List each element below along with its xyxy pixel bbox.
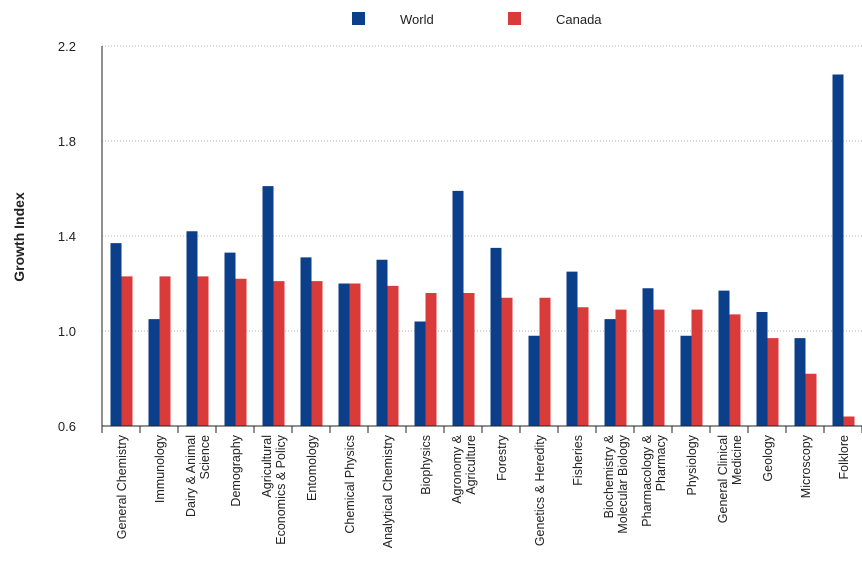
- bar-world: [452, 190, 464, 426]
- x-category-label: General Clinical: [716, 435, 730, 523]
- y-tick-label: 1.4: [58, 229, 76, 244]
- x-category-label: General Chemistry: [115, 434, 129, 539]
- x-category-label: Agricultural: [260, 435, 274, 498]
- x-category-label: Medicine: [730, 435, 744, 485]
- x-category-label: Microscopy: [799, 434, 813, 498]
- x-category-label: Entomology: [305, 434, 319, 501]
- x-category-label: Agronomy &: [450, 434, 464, 503]
- y-tick-label: 0.6: [58, 419, 76, 434]
- x-category-label: Geology: [761, 434, 775, 481]
- y-axis-title: Growth Index: [11, 192, 27, 282]
- bar-canada: [729, 314, 741, 426]
- x-category-label: Economics & Policy: [274, 434, 288, 545]
- bar-world: [300, 257, 312, 426]
- x-category-label: Dairy & Animal: [184, 435, 198, 517]
- bar-world: [414, 321, 426, 426]
- x-category-label: Fisheries: [571, 435, 585, 486]
- y-tick-label: 2.2: [58, 39, 76, 54]
- x-category-label: Biophysics: [419, 435, 433, 495]
- bar-canada: [425, 293, 437, 426]
- gridlines: [102, 45, 862, 332]
- bar-canada: [273, 281, 285, 426]
- x-category-label: Biochemistry &: [602, 434, 616, 518]
- legend: World Canada: [352, 12, 602, 27]
- bar-world: [262, 186, 274, 426]
- legend-swatch-canada: [508, 12, 521, 25]
- bars: [110, 74, 855, 426]
- x-category-label: Physiology: [685, 434, 699, 495]
- bar-world: [680, 335, 692, 426]
- bar-canada: [577, 307, 589, 426]
- bar-canada: [387, 285, 399, 426]
- x-category-label: Agriculture: [464, 435, 478, 495]
- bar-canada: [843, 416, 855, 426]
- bar-canada: [767, 338, 779, 426]
- bar-canada: [615, 309, 627, 426]
- x-category-label: Chemical Physics: [343, 435, 357, 534]
- bar-world: [490, 247, 502, 426]
- x-category-label: Science: [198, 435, 212, 480]
- bar-world: [186, 231, 198, 426]
- bar-canada: [463, 293, 475, 426]
- bar-world: [832, 74, 844, 426]
- bar-world: [224, 252, 236, 426]
- bar-canada: [159, 276, 171, 426]
- bar-canada: [805, 373, 817, 426]
- x-category-label: Demography: [229, 434, 243, 506]
- x-category-label: Immunology: [153, 434, 167, 503]
- bar-canada: [121, 276, 133, 426]
- bar-world: [528, 335, 540, 426]
- bar-world: [756, 312, 768, 426]
- bar-world: [718, 290, 730, 426]
- bar-canada: [311, 281, 323, 426]
- bar-world: [338, 283, 350, 426]
- x-category-label: Pharmacology &: [640, 434, 654, 526]
- x-category-label: Folklore: [837, 435, 851, 480]
- legend-label-canada: Canada: [556, 12, 602, 27]
- bar-canada: [501, 297, 513, 426]
- bar-canada: [197, 276, 209, 426]
- bar-canada: [653, 309, 665, 426]
- bar-world: [566, 271, 578, 426]
- y-tick-labels: 0.6 1.0 1.4 1.8 2.2: [58, 39, 76, 434]
- x-category-labels: General Chemistry Immunology Dairy & Anima…: [115, 434, 851, 548]
- bar-world: [794, 338, 806, 426]
- bar-world: [110, 243, 122, 426]
- legend-label-world: World: [400, 12, 434, 27]
- bar-world: [148, 319, 160, 426]
- bar-world: [376, 259, 388, 426]
- bar-canada: [349, 283, 361, 426]
- y-tick-label: 1.8: [58, 134, 76, 149]
- x-category-label: Molecular Biology: [616, 434, 630, 533]
- bar-canada: [691, 309, 703, 426]
- x-category-label: Genetics & Heredity: [533, 434, 547, 546]
- x-category-label: Pharmacy: [654, 434, 668, 491]
- y-tick-label: 1.0: [58, 324, 76, 339]
- bar-world: [604, 319, 616, 426]
- bar-canada: [539, 297, 551, 426]
- x-category-label: Analytical Chemistry: [381, 434, 395, 548]
- legend-swatch-world: [352, 12, 365, 25]
- axes: [101, 46, 862, 433]
- x-category-label: Forestry: [495, 434, 509, 481]
- bar-world: [642, 288, 654, 426]
- bar-canada: [235, 278, 247, 426]
